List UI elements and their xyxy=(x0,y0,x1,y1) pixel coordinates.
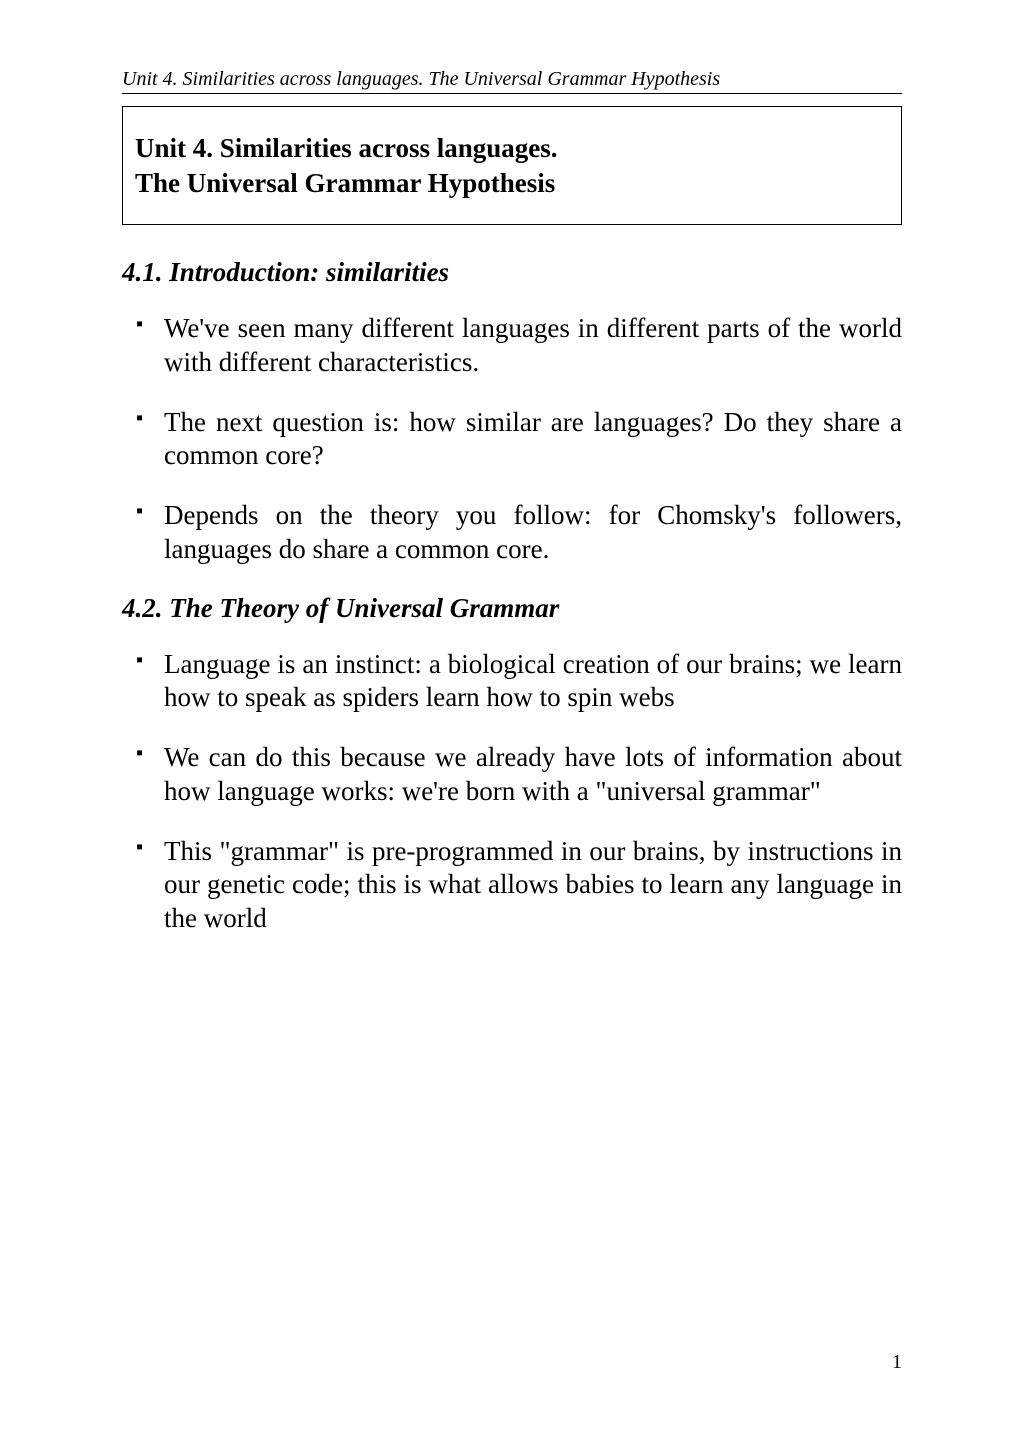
bullet-list-2: Language is an instinct: a biological cr… xyxy=(122,648,902,936)
section-heading-1: 4.1. Introduction: similarities xyxy=(122,257,902,288)
title-line-1: Unit 4. Similarities across languages. xyxy=(135,131,889,166)
bullet-item: The next question is: how similar are la… xyxy=(164,406,902,474)
bullet-item: Language is an instinct: a biological cr… xyxy=(164,648,902,716)
page-number: 1 xyxy=(892,1351,902,1374)
page-header: Unit 4. Similarities across languages. T… xyxy=(122,68,902,94)
section-heading-2: 4.2. The Theory of Universal Grammar xyxy=(122,593,902,624)
title-line-2: The Universal Grammar Hypothesis xyxy=(135,166,889,201)
title-box: Unit 4. Similarities across languages. T… xyxy=(122,106,902,225)
bullet-item: We've seen many different languages in d… xyxy=(164,312,902,380)
bullet-item: We can do this because we already have l… xyxy=(164,741,902,809)
bullet-list-1: We've seen many different languages in d… xyxy=(122,312,902,567)
bullet-item: Depends on the theory you follow: for Ch… xyxy=(164,499,902,567)
bullet-item: This "grammar" is pre-programmed in our … xyxy=(164,835,902,936)
